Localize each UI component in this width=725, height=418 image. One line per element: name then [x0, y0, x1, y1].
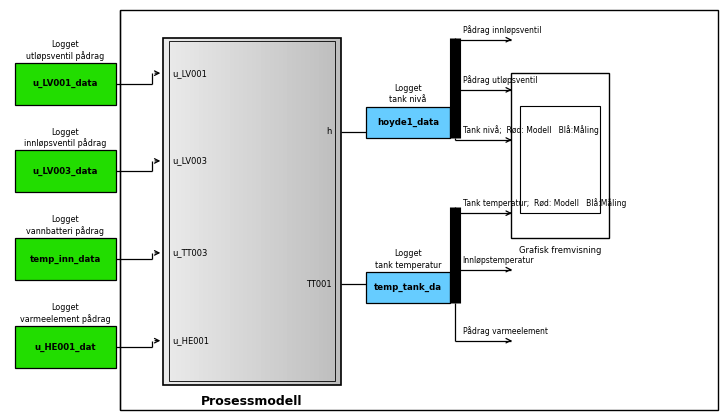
Bar [190, 38, 195, 385]
Text: Logget: Logget [51, 215, 79, 224]
Bar [328, 38, 333, 385]
Bar [287, 38, 293, 385]
Bar [14, 238, 116, 280]
Bar [278, 38, 283, 385]
Bar [252, 38, 257, 385]
Bar [274, 38, 279, 385]
Bar [14, 150, 116, 192]
Bar [194, 38, 199, 385]
Bar [292, 38, 297, 385]
Text: Logget: Logget [394, 249, 422, 258]
Text: Pådrag utløpsventil: Pådrag utløpsventil [463, 75, 537, 85]
Text: Logget: Logget [394, 84, 422, 93]
Text: u_LV001_data: u_LV001_data [33, 79, 98, 88]
Text: utløpsventil pådrag: utløpsventil pådrag [26, 51, 104, 61]
Bar [243, 38, 248, 385]
Text: u_LV001: u_LV001 [172, 69, 207, 78]
Text: innløpsventil pådrag: innløpsventil pådrag [24, 138, 107, 148]
Text: Logget: Logget [51, 40, 79, 49]
Bar [163, 38, 341, 385]
Text: tank temperatur: tank temperatur [375, 260, 441, 270]
Bar [203, 38, 208, 385]
Bar [261, 38, 266, 385]
Bar [225, 38, 231, 385]
Bar [297, 38, 302, 385]
Bar [511, 73, 609, 238]
Bar [186, 38, 191, 385]
Text: temp_tank_da: temp_tank_da [374, 283, 442, 292]
Bar [234, 38, 239, 385]
Bar [310, 38, 315, 385]
Bar [181, 38, 186, 385]
Bar [318, 38, 323, 385]
Bar [230, 38, 235, 385]
Text: Tank temperatur;  Rød: Modell   Blå:Måling: Tank temperatur; Rød: Modell Blå:Måling [463, 198, 626, 208]
Text: u_HE001_dat: u_HE001_dat [35, 342, 96, 352]
Text: tank nivå: tank nivå [389, 95, 426, 104]
Text: varmeelement pådrag: varmeelement pådrag [20, 314, 110, 324]
Bar [305, 38, 310, 385]
Text: Logget: Logget [51, 127, 79, 137]
Bar [314, 38, 319, 385]
Bar [301, 38, 306, 385]
Bar [14, 326, 116, 368]
Text: u_HE001: u_HE001 [172, 336, 209, 345]
Bar [221, 38, 226, 385]
Bar [176, 38, 181, 385]
Text: Innløpstemperatur: Innløpstemperatur [463, 255, 534, 265]
Bar [199, 38, 204, 385]
Bar [207, 38, 212, 385]
Bar [120, 10, 718, 410]
Bar [14, 63, 116, 104]
Bar [336, 38, 341, 385]
Bar [247, 38, 252, 385]
Text: Grafisk fremvisning: Grafisk fremvisning [519, 246, 601, 255]
Bar [212, 38, 218, 385]
Bar [163, 38, 168, 385]
Bar [172, 38, 177, 385]
Bar [323, 38, 328, 385]
Bar [332, 38, 337, 385]
Text: vannbatteri pådrag: vannbatteri pådrag [26, 226, 104, 236]
Text: u_LV003: u_LV003 [172, 156, 207, 166]
Bar [270, 38, 275, 385]
Text: temp_inn_data: temp_inn_data [30, 255, 101, 264]
Text: Pådrag varmeelement: Pådrag varmeelement [463, 326, 547, 336]
Bar [167, 38, 173, 385]
Bar [216, 38, 222, 385]
Text: Tank nivå;  Rød: Modell   Blå:Måling: Tank nivå; Rød: Modell Blå:Måling [463, 125, 598, 135]
Text: Pådrag innløpsventil: Pådrag innløpsventil [463, 25, 541, 35]
Bar [366, 272, 450, 303]
Bar [257, 38, 262, 385]
Text: Logget: Logget [51, 303, 79, 312]
Text: hoyde1_data: hoyde1_data [377, 118, 439, 127]
Text: h: h [327, 127, 332, 136]
Bar [520, 106, 600, 214]
Bar [239, 38, 244, 385]
Bar [283, 38, 288, 385]
Text: Prosessmodell: Prosessmodell [202, 395, 303, 408]
Bar [265, 38, 270, 385]
Text: TT001: TT001 [307, 280, 332, 289]
Bar [366, 107, 450, 138]
Bar [169, 41, 335, 381]
Text: u_LV003_data: u_LV003_data [33, 167, 98, 176]
Text: u_TT003: u_TT003 [172, 248, 207, 257]
